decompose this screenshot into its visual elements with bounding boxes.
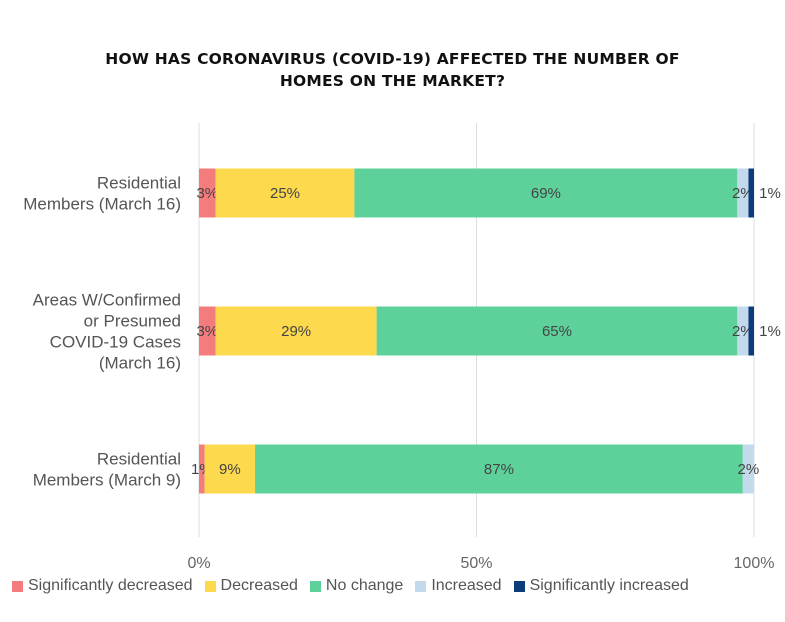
bar-segment: [204, 444, 256, 494]
data-label: 65%: [542, 323, 572, 340]
data-label: 1%: [759, 185, 781, 202]
data-label: 2%: [732, 323, 754, 340]
data-label: 2%: [738, 461, 760, 478]
legend-swatch: [415, 580, 427, 592]
legend: Significantly decreased Decreased No chang…: [12, 577, 782, 595]
bar-segment: [748, 168, 754, 218]
legend-label: Significantly decreased: [28, 577, 193, 594]
data-label: 3%: [196, 323, 218, 340]
legend-swatch: [204, 580, 216, 592]
bar-segment: [737, 306, 749, 356]
data-label: 9%: [219, 461, 241, 478]
bar-segment: [748, 306, 754, 356]
x-axis-tick-labels: 0% 50% 100%: [187, 555, 774, 572]
bar-series: 3% 25% 69% 2% 1%3% 29% 65% 2% 1%1% 9% 87% 2%: [191, 168, 781, 494]
category-labels: Residential Members (March 16) Areas W/Con…: [23, 174, 181, 490]
category-label: Residential Members (March 9): [33, 450, 181, 490]
legend-item: No change: [309, 577, 404, 595]
legend-item: Decreased: [204, 577, 298, 595]
category-label: Areas W/Confirmed or Presumed COVID-19 Cas…: [33, 291, 181, 373]
data-label: 87%: [484, 461, 514, 478]
bar-segment: [354, 168, 738, 218]
data-label: 1%: [759, 323, 781, 340]
bar-segment: [255, 444, 743, 494]
chart-title: HOW HAS CORONAVIRUS (COVID-19) AFFECTED …: [0, 48, 785, 92]
category-label: Residential Members (March 16): [23, 174, 181, 214]
data-label: 2%: [732, 185, 754, 202]
data-label: 3%: [196, 185, 218, 202]
bar-segment: [376, 306, 738, 356]
x-tick-label: 100%: [734, 555, 775, 572]
legend-swatch: [513, 580, 525, 592]
data-label: 29%: [281, 323, 311, 340]
bar-segment: [215, 168, 355, 218]
data-label: 25%: [270, 185, 300, 202]
bar-segment: [742, 444, 754, 494]
legend-label: Increased: [431, 577, 502, 594]
legend-label: Decreased: [220, 577, 298, 594]
legend-label: No change: [325, 577, 404, 594]
legend-swatch: [12, 580, 23, 592]
bar-segment: [215, 306, 377, 356]
legend-item: Significantly decreased: [12, 577, 193, 595]
x-tick-label: 0%: [187, 555, 210, 572]
bar-segment: [737, 168, 749, 218]
bar-segment: [199, 168, 216, 218]
legend-label: Significantly increased: [529, 577, 689, 594]
data-label: 69%: [531, 185, 561, 202]
bar-segment: [199, 444, 205, 494]
legend-swatch: [309, 580, 321, 592]
chart-title-line-1: HOW HAS CORONAVIRUS (COVID-19) AFFECTED …: [105, 50, 680, 68]
x-tick-label: 50%: [460, 555, 492, 572]
legend-item: Significantly increased: [513, 577, 689, 595]
chart-title-line-2: HOMES ON THE MARKET?: [279, 72, 506, 90]
bar-segment: [199, 306, 216, 356]
legend-item: Increased: [415, 577, 502, 595]
